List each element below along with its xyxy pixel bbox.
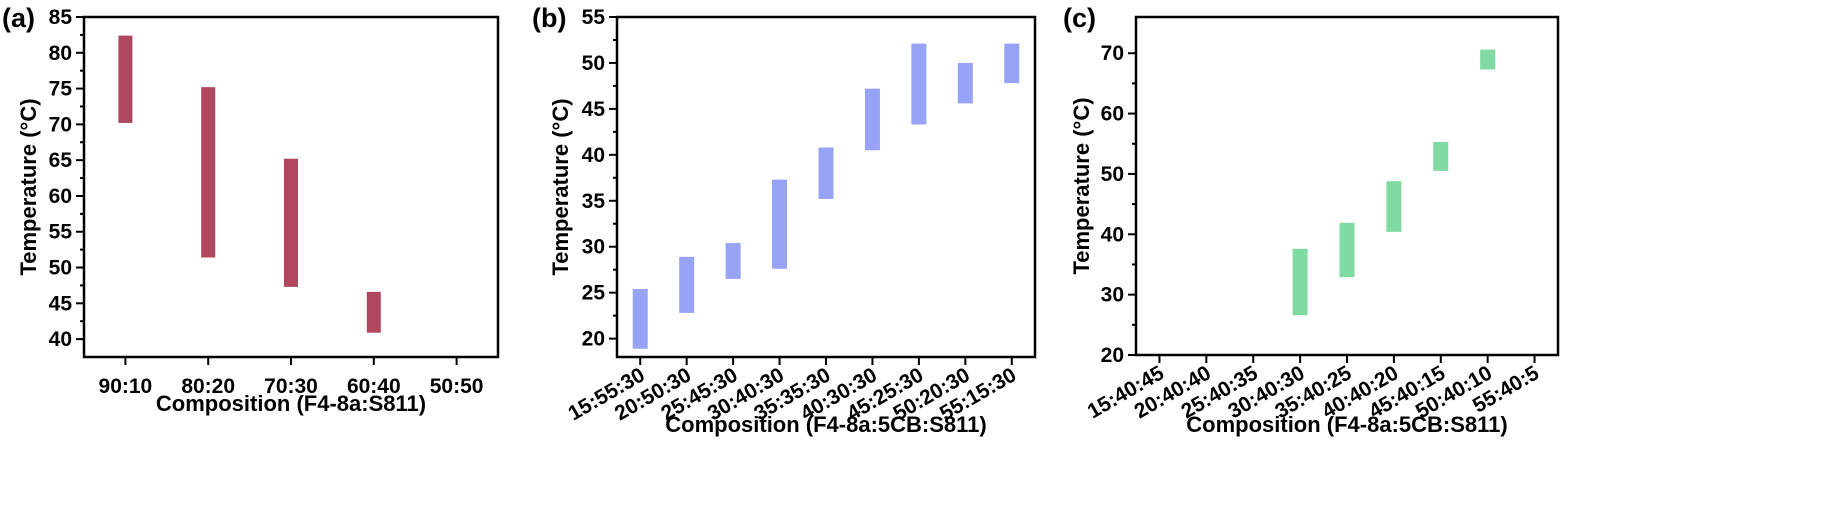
y-tick-label: 50 — [582, 52, 605, 75]
x-axis-title: Composition (F4-8a:5CB:S811) — [665, 412, 987, 437]
y-tick-label: 65 — [49, 149, 73, 172]
y-tick-label: 40 — [1101, 223, 1124, 246]
x-tick-label: 90:10 — [99, 375, 153, 398]
range-bar-50:20:30 — [957, 62, 973, 104]
range-bar-35:35:30 — [818, 147, 834, 199]
plot-frame — [82, 15, 500, 359]
y-tick-label: 70 — [49, 113, 72, 136]
x-tick-label: 80:20 — [181, 375, 235, 398]
y-axis-title: Temperature (°C) — [548, 98, 573, 275]
range-bar-20:50:30 — [679, 256, 695, 313]
y-tick-label: 75 — [49, 78, 73, 101]
y-tick-label: 60 — [1101, 103, 1124, 126]
y-tick-label: 40 — [582, 144, 605, 167]
y-tick-label: 70 — [1101, 42, 1124, 65]
y-tick-label: 55 — [49, 221, 73, 244]
y-tick-label: 55 — [582, 6, 606, 29]
range-bar-30:40:30 — [772, 179, 788, 269]
x-axis-title: Composition (F4-8a:5CB:S811) — [1186, 412, 1508, 437]
chart-panel-1: (a) 40 45 50 55 60 65 70 75 80 85 90:10 80:20 70:30 60… — [2, 3, 500, 416]
range-bar-40:40:20 — [1386, 181, 1402, 232]
y-tick-label: 60 — [49, 185, 72, 208]
range-bar-45:25:30 — [911, 43, 927, 125]
y-tick-label: 25 — [582, 282, 606, 305]
plot-frame — [615, 15, 1037, 359]
range-bar-30:40:30 — [1292, 248, 1308, 316]
range-bar-15:55:30 — [632, 289, 648, 349]
x-tick-label: 60:40 — [347, 375, 401, 398]
panel-label: (c) — [1063, 3, 1096, 33]
y-axis-title: Temperature (°C) — [1069, 97, 1094, 274]
x-tick-label: 50:50 — [430, 375, 484, 398]
range-bar-80:20 — [201, 87, 216, 258]
y-tick-label: 50 — [1101, 163, 1124, 186]
y-tick-label: 20 — [582, 328, 605, 351]
y-tick-label: 80 — [49, 42, 72, 65]
range-bar-50:40:10 — [1480, 49, 1496, 70]
range-bar-45:40:15 — [1433, 141, 1449, 171]
panel-label: (b) — [532, 3, 566, 33]
range-bar-90:10 — [118, 35, 133, 123]
y-tick-label: 45 — [582, 98, 606, 121]
range-bar-40:30:30 — [864, 88, 880, 151]
x-tick-label: 70:30 — [264, 375, 318, 398]
x-axis-title: Composition (F4-8a:S811) — [156, 391, 426, 416]
y-tick-label: 50 — [49, 257, 72, 280]
y-tick-label: 45 — [49, 292, 73, 315]
chart-panel-2: (b)202530354045505515:55:3020:50:3025:45… — [532, 3, 1037, 437]
range-bar-25:45:30 — [725, 243, 741, 279]
chart-panel-3: (c)20304050607015:40:4520:40:4025:40:353… — [1063, 3, 1560, 437]
panel-label: (a) — [2, 3, 35, 33]
y-tick-label: 85 — [49, 6, 73, 29]
range-bar-60:40 — [366, 291, 381, 333]
y-axis-title: Temperature (°C) — [16, 98, 41, 275]
range-bar-55:15:30 — [1004, 43, 1020, 84]
y-tick-label: 30 — [1101, 284, 1124, 307]
y-tick-label: 20 — [1101, 344, 1124, 367]
y-tick-label: 35 — [582, 190, 606, 213]
range-bar-70:30 — [284, 158, 298, 287]
plot-frame — [1134, 15, 1560, 357]
y-tick-label: 30 — [582, 236, 605, 259]
range-bar-35:40:25 — [1339, 222, 1355, 278]
y-tick-label: 40 — [49, 328, 72, 351]
